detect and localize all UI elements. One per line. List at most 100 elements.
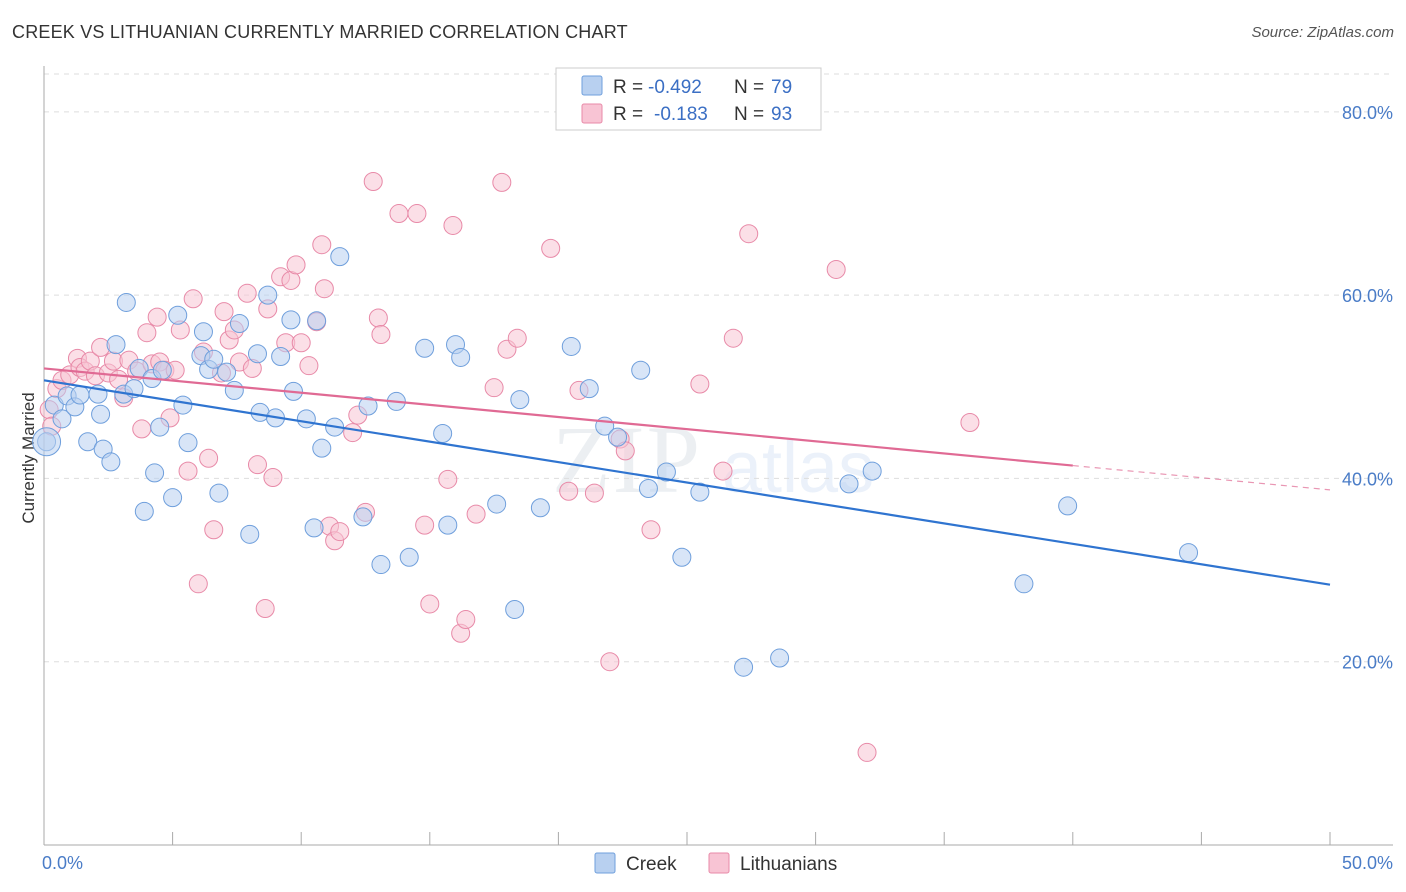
lithuanians-point xyxy=(330,522,350,542)
lithuanians-point xyxy=(255,599,275,619)
creek-point xyxy=(579,379,599,399)
x-tick-label-max: 50.0% xyxy=(1342,853,1393,873)
creek-point xyxy=(353,507,373,527)
lithuanians-point xyxy=(466,504,486,524)
legend-r-label-lithuanians: R = xyxy=(613,104,643,125)
creek-point xyxy=(52,409,72,429)
creek-point xyxy=(371,555,391,575)
correlation-legend: R = -0.492 N = 79 R = -0.183 N = 93 xyxy=(555,67,822,131)
x-axis-ticks xyxy=(43,832,1331,845)
creek-point xyxy=(217,362,237,382)
lithuanians-point xyxy=(363,171,383,191)
creek-point xyxy=(116,292,136,312)
creek-point xyxy=(862,461,882,481)
x-tick-label-min: 0.0% xyxy=(42,853,83,873)
series-legend: Creek Lithuanians xyxy=(594,852,837,875)
creek-point xyxy=(229,314,249,334)
creek-point xyxy=(271,347,291,367)
lithuanians-point xyxy=(541,238,561,258)
creek-point xyxy=(247,344,267,364)
creek-point xyxy=(209,483,229,503)
creek-point xyxy=(561,336,581,356)
lithuanians-point xyxy=(199,448,219,468)
lithuanians-point xyxy=(641,520,661,540)
lithuanians-point xyxy=(188,574,208,594)
creek-point xyxy=(608,427,628,447)
lithuanians-point xyxy=(247,455,267,475)
lithuanians-point xyxy=(600,652,620,672)
lithuanians-trend-line xyxy=(43,367,1073,467)
legend-n-value-lithuanians: 93 xyxy=(771,104,792,125)
chart-title: CREEK VS LITHUANIAN CURRENTLY MARRIED CO… xyxy=(12,22,628,42)
creek-point xyxy=(839,474,859,494)
creek-point xyxy=(304,518,324,538)
lithuanians-point xyxy=(438,469,458,489)
creek-point xyxy=(150,417,170,437)
legend-swatch-lithuanians xyxy=(581,103,603,124)
creek-point xyxy=(530,498,550,518)
axes xyxy=(43,66,1393,846)
creek-point xyxy=(106,335,126,355)
lithuanians-point xyxy=(443,215,463,235)
legend-swatch-creek xyxy=(581,75,603,96)
creek-point xyxy=(1058,496,1078,516)
creek-point xyxy=(163,488,183,508)
lithuanians-point xyxy=(183,289,203,309)
lithuanians-point xyxy=(826,259,846,279)
y-axis-tick-labels: 20.0% 40.0% 60.0% 80.0% xyxy=(1342,103,1393,673)
legend-n-label-creek: N = xyxy=(734,77,764,98)
lithuanians-point xyxy=(237,283,257,303)
creek-point xyxy=(330,247,350,267)
lithuanians-point xyxy=(456,610,476,630)
legend-n-label-lithuanians: N = xyxy=(734,104,764,125)
lithuanians-point xyxy=(91,337,111,357)
creek-point xyxy=(134,501,154,521)
lithuanians-point xyxy=(214,302,234,322)
lithuanians-point xyxy=(147,307,167,327)
creek-point xyxy=(312,438,332,458)
creek-point xyxy=(91,404,111,424)
lithuanians-point xyxy=(690,374,710,394)
y-tick-label: 20.0% xyxy=(1342,653,1393,673)
creek-trend-line xyxy=(43,379,1331,586)
lithuanians-point xyxy=(857,742,877,762)
bottom-legend-label-creek: Creek xyxy=(626,854,677,875)
bottom-legend-label-lithuanians: Lithuanians xyxy=(740,854,837,875)
creek-point-large xyxy=(32,427,62,457)
lithuanians-point xyxy=(559,481,579,501)
lithuanians-point xyxy=(960,413,980,433)
lithuanians-point xyxy=(343,423,363,443)
legend-r-label-creek: R = xyxy=(613,77,643,98)
y-axis-label: Currently Married xyxy=(19,392,38,523)
lithuanians-point xyxy=(492,172,512,192)
legend-n-value-creek: 79 xyxy=(771,77,792,98)
y-tick-label: 60.0% xyxy=(1342,286,1393,306)
lithuanians-point xyxy=(723,328,743,348)
creek-point xyxy=(240,524,260,544)
creek-point xyxy=(510,390,530,410)
creek-point xyxy=(451,347,471,367)
creek-point xyxy=(399,547,419,567)
creek-point xyxy=(433,424,453,444)
creek-point xyxy=(70,385,90,405)
lithuanians-trend-extension xyxy=(1072,464,1331,491)
legend-r-value-creek: -0.492 xyxy=(648,77,702,98)
lithuanians-point xyxy=(484,378,504,398)
lithuanians-point xyxy=(507,328,527,348)
lithuanians-point xyxy=(584,483,604,503)
lithuanians-point xyxy=(713,461,733,481)
creek-point xyxy=(204,349,224,369)
creek-point xyxy=(78,432,98,452)
lithuanians-point xyxy=(389,204,409,224)
bottom-legend-swatch-lithuanians xyxy=(708,852,730,874)
lithuanians-point xyxy=(739,224,759,244)
creek-point xyxy=(281,310,301,330)
creek-point xyxy=(638,478,658,498)
creek-point xyxy=(358,396,378,416)
lithuanians-point xyxy=(314,279,334,299)
creek-point xyxy=(224,380,244,400)
lithuanians-point xyxy=(204,520,224,540)
bottom-legend-swatch-creek xyxy=(594,852,616,874)
creek-point xyxy=(770,648,790,668)
